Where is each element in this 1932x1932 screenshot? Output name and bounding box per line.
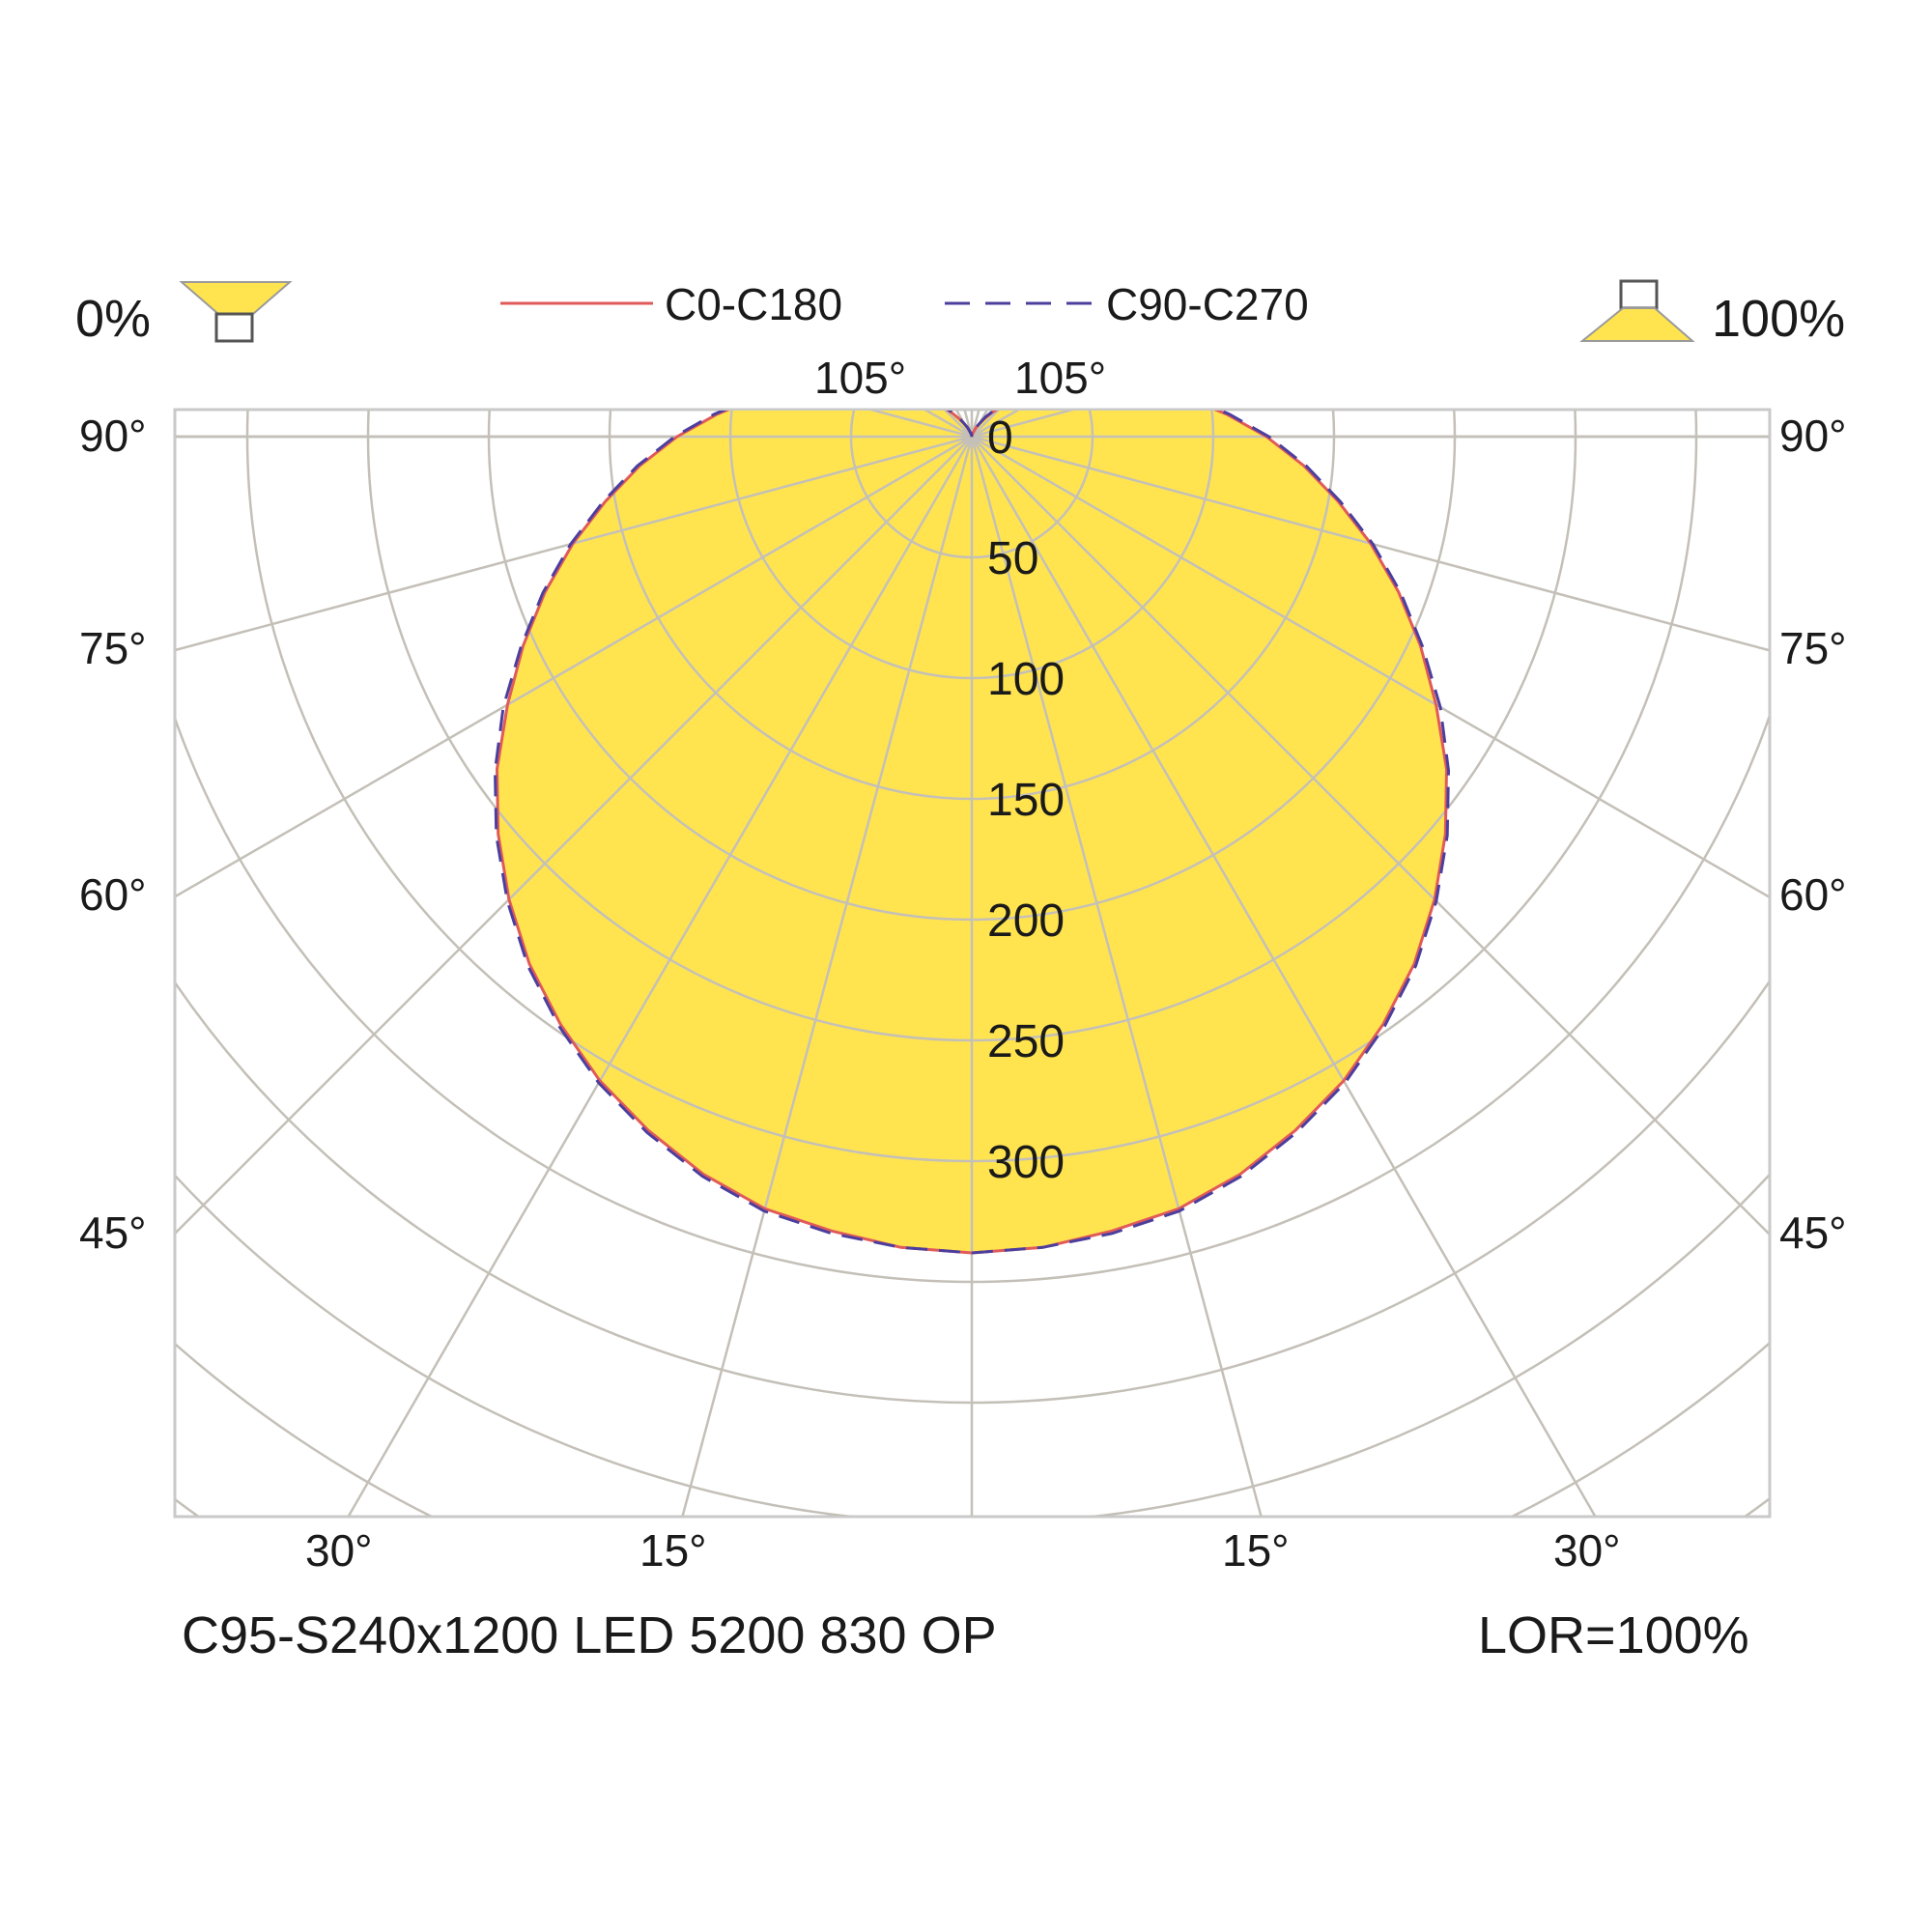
angle-label-left-60: 60° [79, 869, 147, 920]
polar-grid [176, 411, 1769, 1516]
angle-label-right-75: 75° [1779, 623, 1847, 673]
series-line-c90-c270 [493, 411, 1451, 1255]
radial-tick-label-200: 200 [987, 895, 1065, 947]
radial-tick-labels: 0 50 100 150 200 250 300 [987, 412, 1065, 1188]
grid-spoke-right-30 [970, 436, 1597, 1516]
uplight-luminaire-icon [1579, 279, 1695, 342]
angle-label-bottom-left-15: 15° [639, 1525, 707, 1576]
angle-label-left-75: 75° [79, 623, 147, 673]
angle-label-bottom-left-30: 30° [305, 1525, 373, 1576]
angle-label-top-left: 105° [814, 353, 906, 403]
angle-label-top-right: 105° [1014, 353, 1106, 403]
angle-label-right-60: 60° [1779, 869, 1847, 920]
grid-spoke-left-60 [176, 435, 973, 898]
radial-tick-label-150: 150 [987, 775, 1065, 826]
product-name: C95-S240x1200 LED 5200 830 OP [182, 1606, 997, 1664]
grid-spoke-right-15 [970, 436, 1263, 1516]
grid-spoke-right-45 [971, 436, 1769, 1236]
grid-spoke-left-165 [963, 411, 974, 438]
legend-label-c90-c270: C90-C270 [1106, 279, 1309, 329]
upward-percent-label: 100% [1712, 290, 1845, 348]
grid-spoke-right-60 [971, 435, 1769, 898]
grid-spoke-right-75 [971, 435, 1769, 652]
grid-spoke-left-45 [176, 436, 973, 1235]
legend-label-c0-c180: C0-C180 [665, 279, 842, 329]
radial-tick-label-0: 0 [987, 412, 1013, 464]
angle-label-left-90: 90° [79, 411, 147, 461]
radial-tick-label-50: 50 [987, 533, 1038, 584]
radial-tick-label-300: 300 [987, 1137, 1065, 1188]
grid-spoke-right-120 [971, 411, 1020, 439]
radial-tick-label-250: 250 [987, 1016, 1065, 1067]
grid-spoke-right-135 [971, 411, 1000, 438]
angle-label-bottom-right-15: 15° [1222, 1525, 1290, 1576]
angle-label-right-90: 90° [1779, 411, 1847, 461]
downlight-luminaire-icon [179, 281, 293, 343]
downward-percent-label: 0% [75, 290, 151, 348]
plot-frame [173, 408, 1772, 1519]
legend: C0-C180 C90-C270 [500, 279, 1309, 329]
grid-spoke-right-105 [971, 411, 1074, 439]
grid-spoke-left-15 [681, 436, 974, 1516]
grid-spoke-left-75 [176, 435, 973, 652]
angle-label-bottom-right-30: 30° [1553, 1525, 1621, 1576]
grid-spoke-left-30 [347, 436, 974, 1516]
angle-label-left-45: 45° [79, 1208, 147, 1258]
radial-tick-label-100: 100 [987, 654, 1065, 705]
lor-value: LOR=100% [1478, 1606, 1749, 1664]
angle-label-right-45: 45° [1779, 1208, 1847, 1258]
